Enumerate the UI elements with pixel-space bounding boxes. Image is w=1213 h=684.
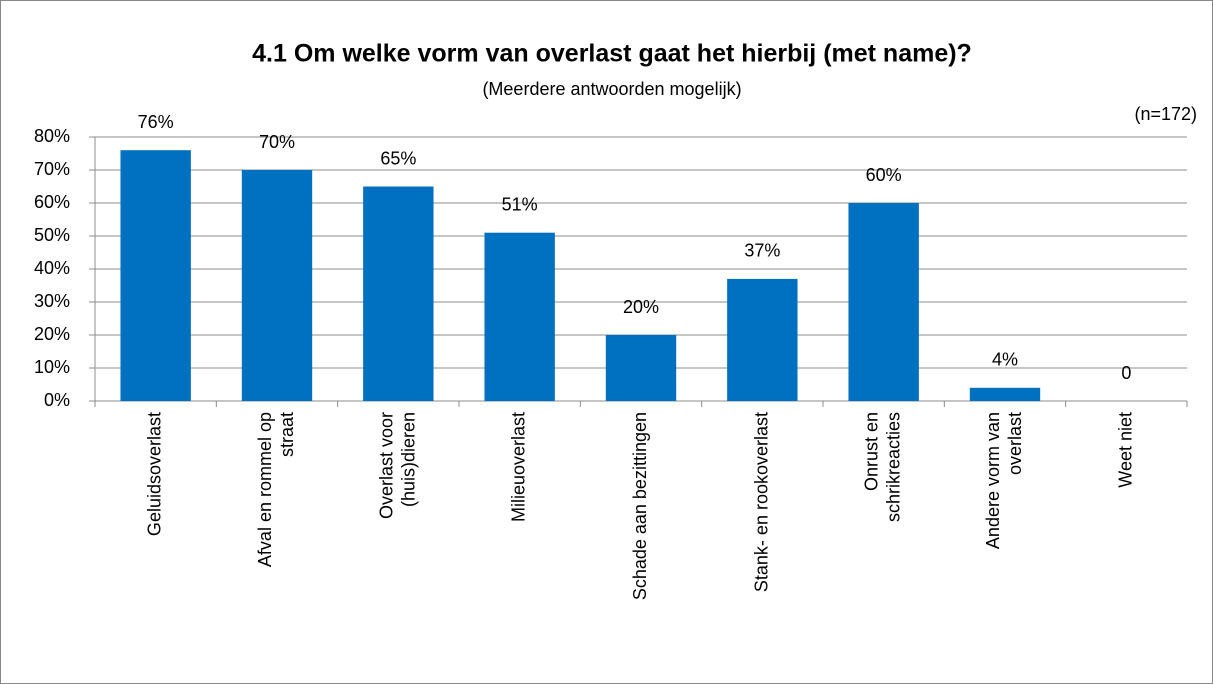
data-label: 65% [380, 148, 416, 168]
x-tick-label: Schade aan bezittingen [630, 412, 650, 600]
bar [484, 232, 555, 401]
bar [969, 387, 1041, 401]
data-label: 51% [502, 194, 538, 214]
y-tick-label: 80% [34, 126, 70, 146]
y-tick-label: 20% [34, 324, 70, 344]
x-tick-label: Onrust en schrikreacties [861, 412, 903, 522]
data-label: 70% [259, 132, 295, 152]
y-tick-label: 70% [34, 159, 70, 179]
y-tick-label: 50% [34, 225, 70, 245]
x-tick-label: Weet niet [1115, 412, 1135, 488]
x-tick-label: Andere vorm van overlast [983, 412, 1025, 549]
sample-size: (n=172) [1134, 104, 1197, 124]
y-tick-label: 10% [34, 357, 70, 377]
x-tick-label: Stank- en rookoverlast [751, 412, 771, 592]
x-tick-label: Geluidsoverlast [144, 412, 164, 536]
bar [605, 335, 677, 401]
data-label: 37% [744, 241, 780, 261]
y-tick-label: 60% [34, 192, 70, 212]
data-label: 4% [992, 350, 1018, 370]
data-label: 60% [866, 165, 902, 185]
chart-subtitle: (Meerdere antwoorden mogelijk) [482, 79, 741, 99]
y-tick-label: 40% [34, 258, 70, 278]
x-tick-label: Overlast voor (huis)dieren [376, 412, 418, 519]
chart-title: 4.1 Om welke vorm van overlast gaat het … [252, 40, 972, 68]
bar [848, 203, 919, 401]
x-tick-label: Afval en rommel op straat [255, 412, 297, 567]
x-tick-label: Milieuoverlast [508, 412, 528, 522]
data-label: 20% [623, 297, 659, 317]
data-label: 0 [1121, 363, 1131, 383]
bar [120, 150, 191, 401]
bar [727, 278, 798, 401]
bar [363, 186, 434, 401]
y-tick-label: 30% [34, 291, 70, 311]
data-label: 76% [138, 112, 174, 132]
bar [241, 170, 313, 401]
y-tick-label: 0% [44, 390, 70, 410]
